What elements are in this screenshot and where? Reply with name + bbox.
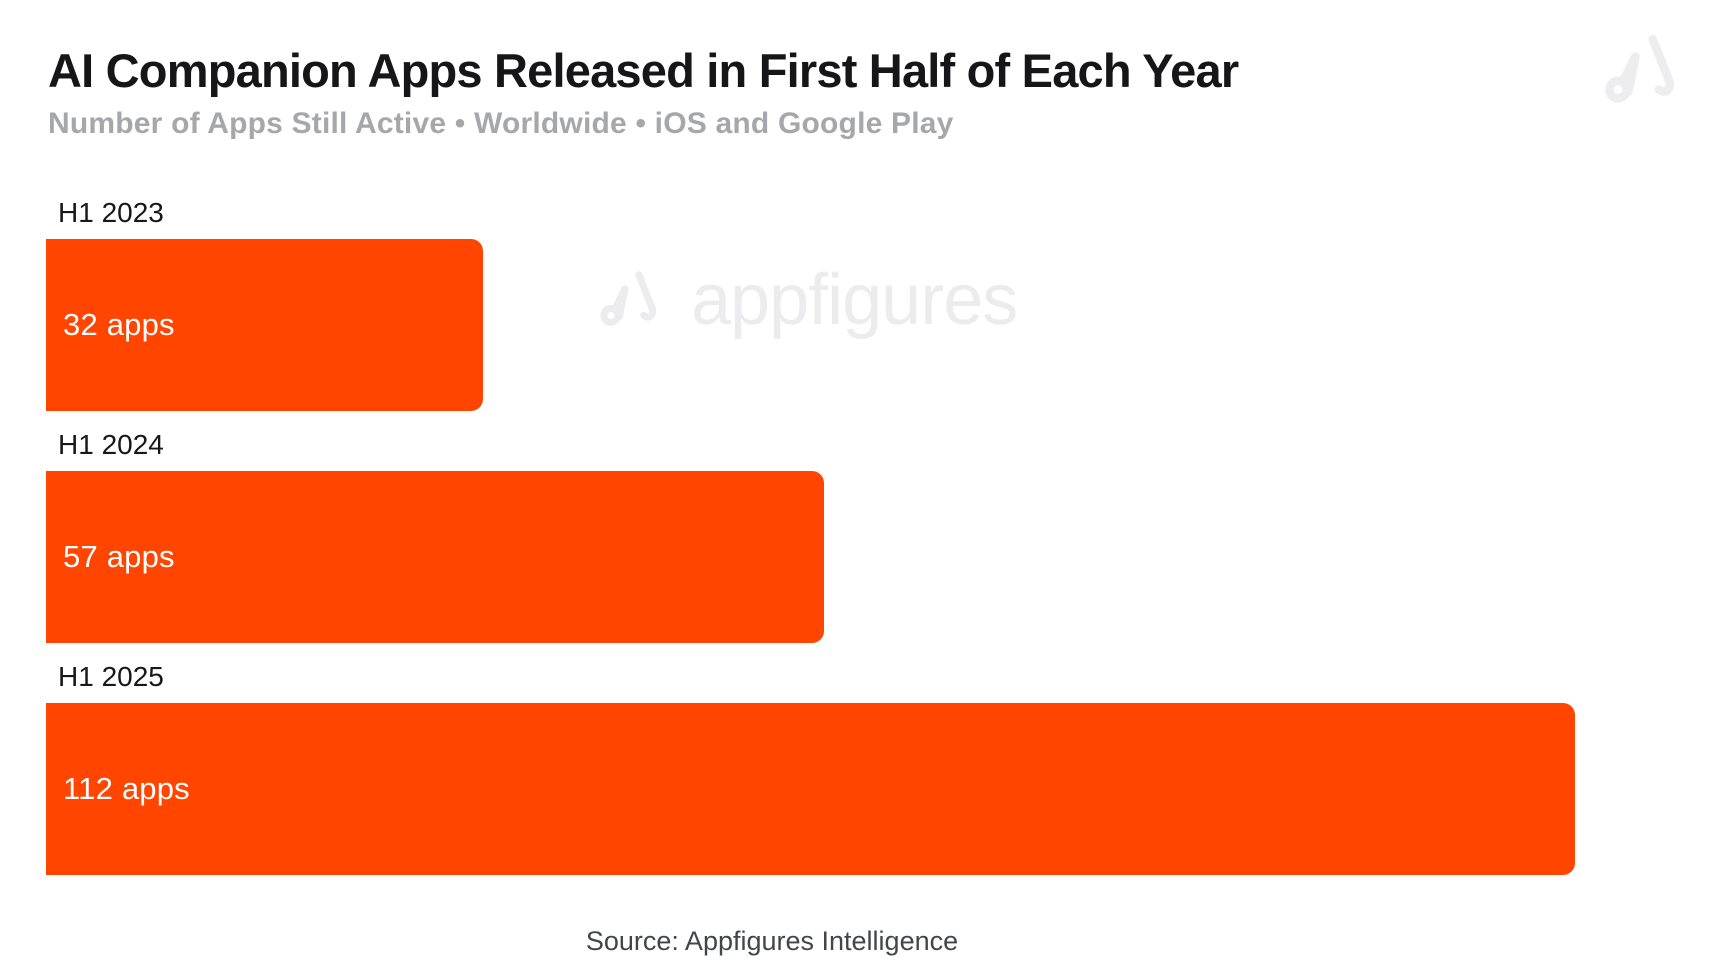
bar-category-label: H1 2025 bbox=[58, 661, 164, 692]
bar-category-label: H1 2023 bbox=[58, 197, 164, 228]
bar-value-label: 32 apps bbox=[63, 307, 175, 342]
bar: 112 apps bbox=[46, 703, 1575, 875]
bar-row: H1 2025 112 apps bbox=[46, 660, 1684, 875]
source-note: Source: Appfigures Intelligence bbox=[585, 926, 959, 956]
bar-row: H1 2024 57 apps bbox=[46, 428, 1684, 643]
chart-subtitle: Number of Apps Still Active • Worldwide … bbox=[48, 107, 954, 141]
chart-header: AI Companion Apps Released in First Half… bbox=[48, 44, 1239, 141]
bar-value-label: 112 apps bbox=[63, 771, 190, 806]
watermark-text: appfigures bbox=[691, 260, 1018, 340]
bar-chart: H1 2023 32 apps H1 2024 57 apps H1 2025 … bbox=[46, 196, 1684, 892]
bar: 57 apps bbox=[46, 471, 825, 643]
bar: 32 apps bbox=[46, 239, 483, 411]
appfigures-logo-icon bbox=[1586, 27, 1690, 114]
watermark: appfigures bbox=[585, 258, 1018, 342]
bar-category-label: H1 2024 bbox=[58, 429, 164, 460]
chart-title: AI Companion Apps Released in First Half… bbox=[48, 44, 1239, 97]
bar-value-label: 57 apps bbox=[63, 539, 175, 574]
watermark-appfigures-logo-icon bbox=[585, 258, 669, 342]
bar-row: H1 2023 32 apps bbox=[46, 196, 1684, 411]
